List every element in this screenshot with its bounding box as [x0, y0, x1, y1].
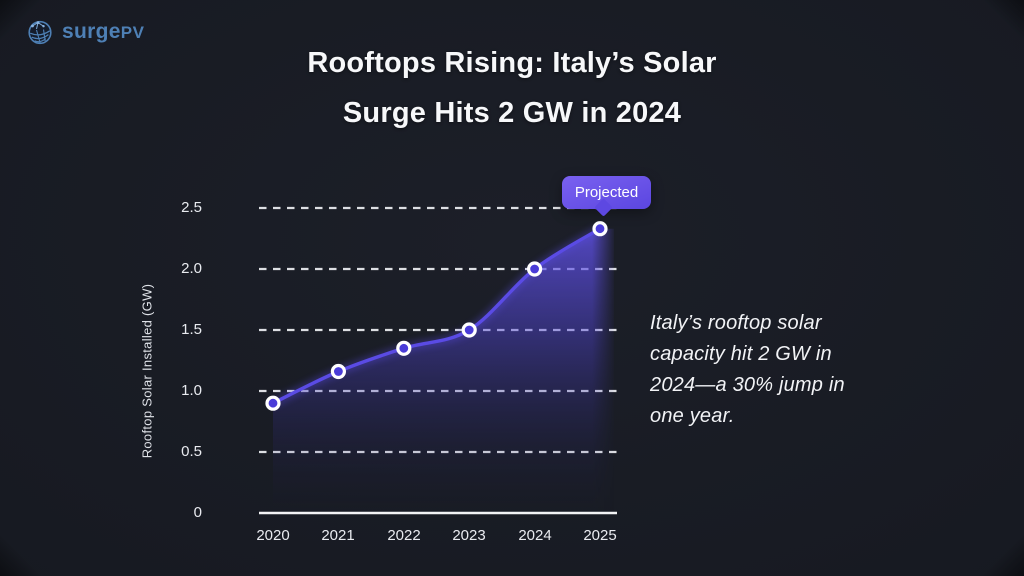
- x-tick-label-2021: 2021: [321, 527, 355, 544]
- projected-badge: Projected: [562, 176, 651, 217]
- annotation-line: one year.: [650, 405, 735, 427]
- data-point-2024: [526, 261, 543, 277]
- trend-area: [273, 228, 614, 513]
- brand-name-suffix: PV: [120, 23, 145, 42]
- annotation-line: Italy’s rooftop solar: [650, 312, 822, 334]
- data-point-2023: [461, 322, 477, 338]
- x-tick-label-2020: 2020: [256, 527, 290, 544]
- y-tick-label-1.0: 1.0: [181, 382, 202, 399]
- data-point-2025: [592, 221, 608, 237]
- x-tick-label-2024: 2024: [518, 527, 552, 544]
- y-tick-label-1.5: 1.5: [181, 321, 202, 338]
- y-tick-label-0.5: 0.5: [181, 443, 202, 460]
- x-tick-label-2022: 2022: [387, 527, 421, 544]
- x-tick-label-2023: 2023: [452, 527, 486, 544]
- annotation-text: Italy’s rooftop solar capacity hit 2 GW i…: [650, 308, 880, 432]
- x-tick-label-2025: 2025: [583, 527, 617, 544]
- y-tick-label-2.5: 2.5: [181, 199, 202, 216]
- brand-name: surgePV: [62, 20, 145, 44]
- y-tick-label-0: 0: [193, 504, 202, 521]
- data-point-2021: [330, 363, 346, 380]
- annotation-line: 2024—a 30% jump in: [650, 374, 845, 396]
- y-axis-title: Rooftop Solar Installed (GW): [139, 283, 155, 459]
- annotation-line: capacity hit 2 GW in: [650, 343, 832, 365]
- brand-logo: surgePV: [26, 18, 145, 46]
- globe-network-icon: [28, 20, 52, 45]
- projected-badge-label: Projected: [574, 184, 639, 201]
- data-point-2020: [265, 395, 281, 411]
- title-line-1: Rooftops Rising: Italy’s Solar: [307, 47, 717, 79]
- data-point-2022: [396, 340, 412, 356]
- brand-name-main: surge: [62, 20, 121, 43]
- y-tick-label-2.0: 2.0: [181, 260, 202, 277]
- title-line-2: Surge Hits 2 GW in 2024: [342, 97, 682, 129]
- chart-title: Rooftops Rising: Italy’s Solar Surge Hit…: [0, 38, 1024, 138]
